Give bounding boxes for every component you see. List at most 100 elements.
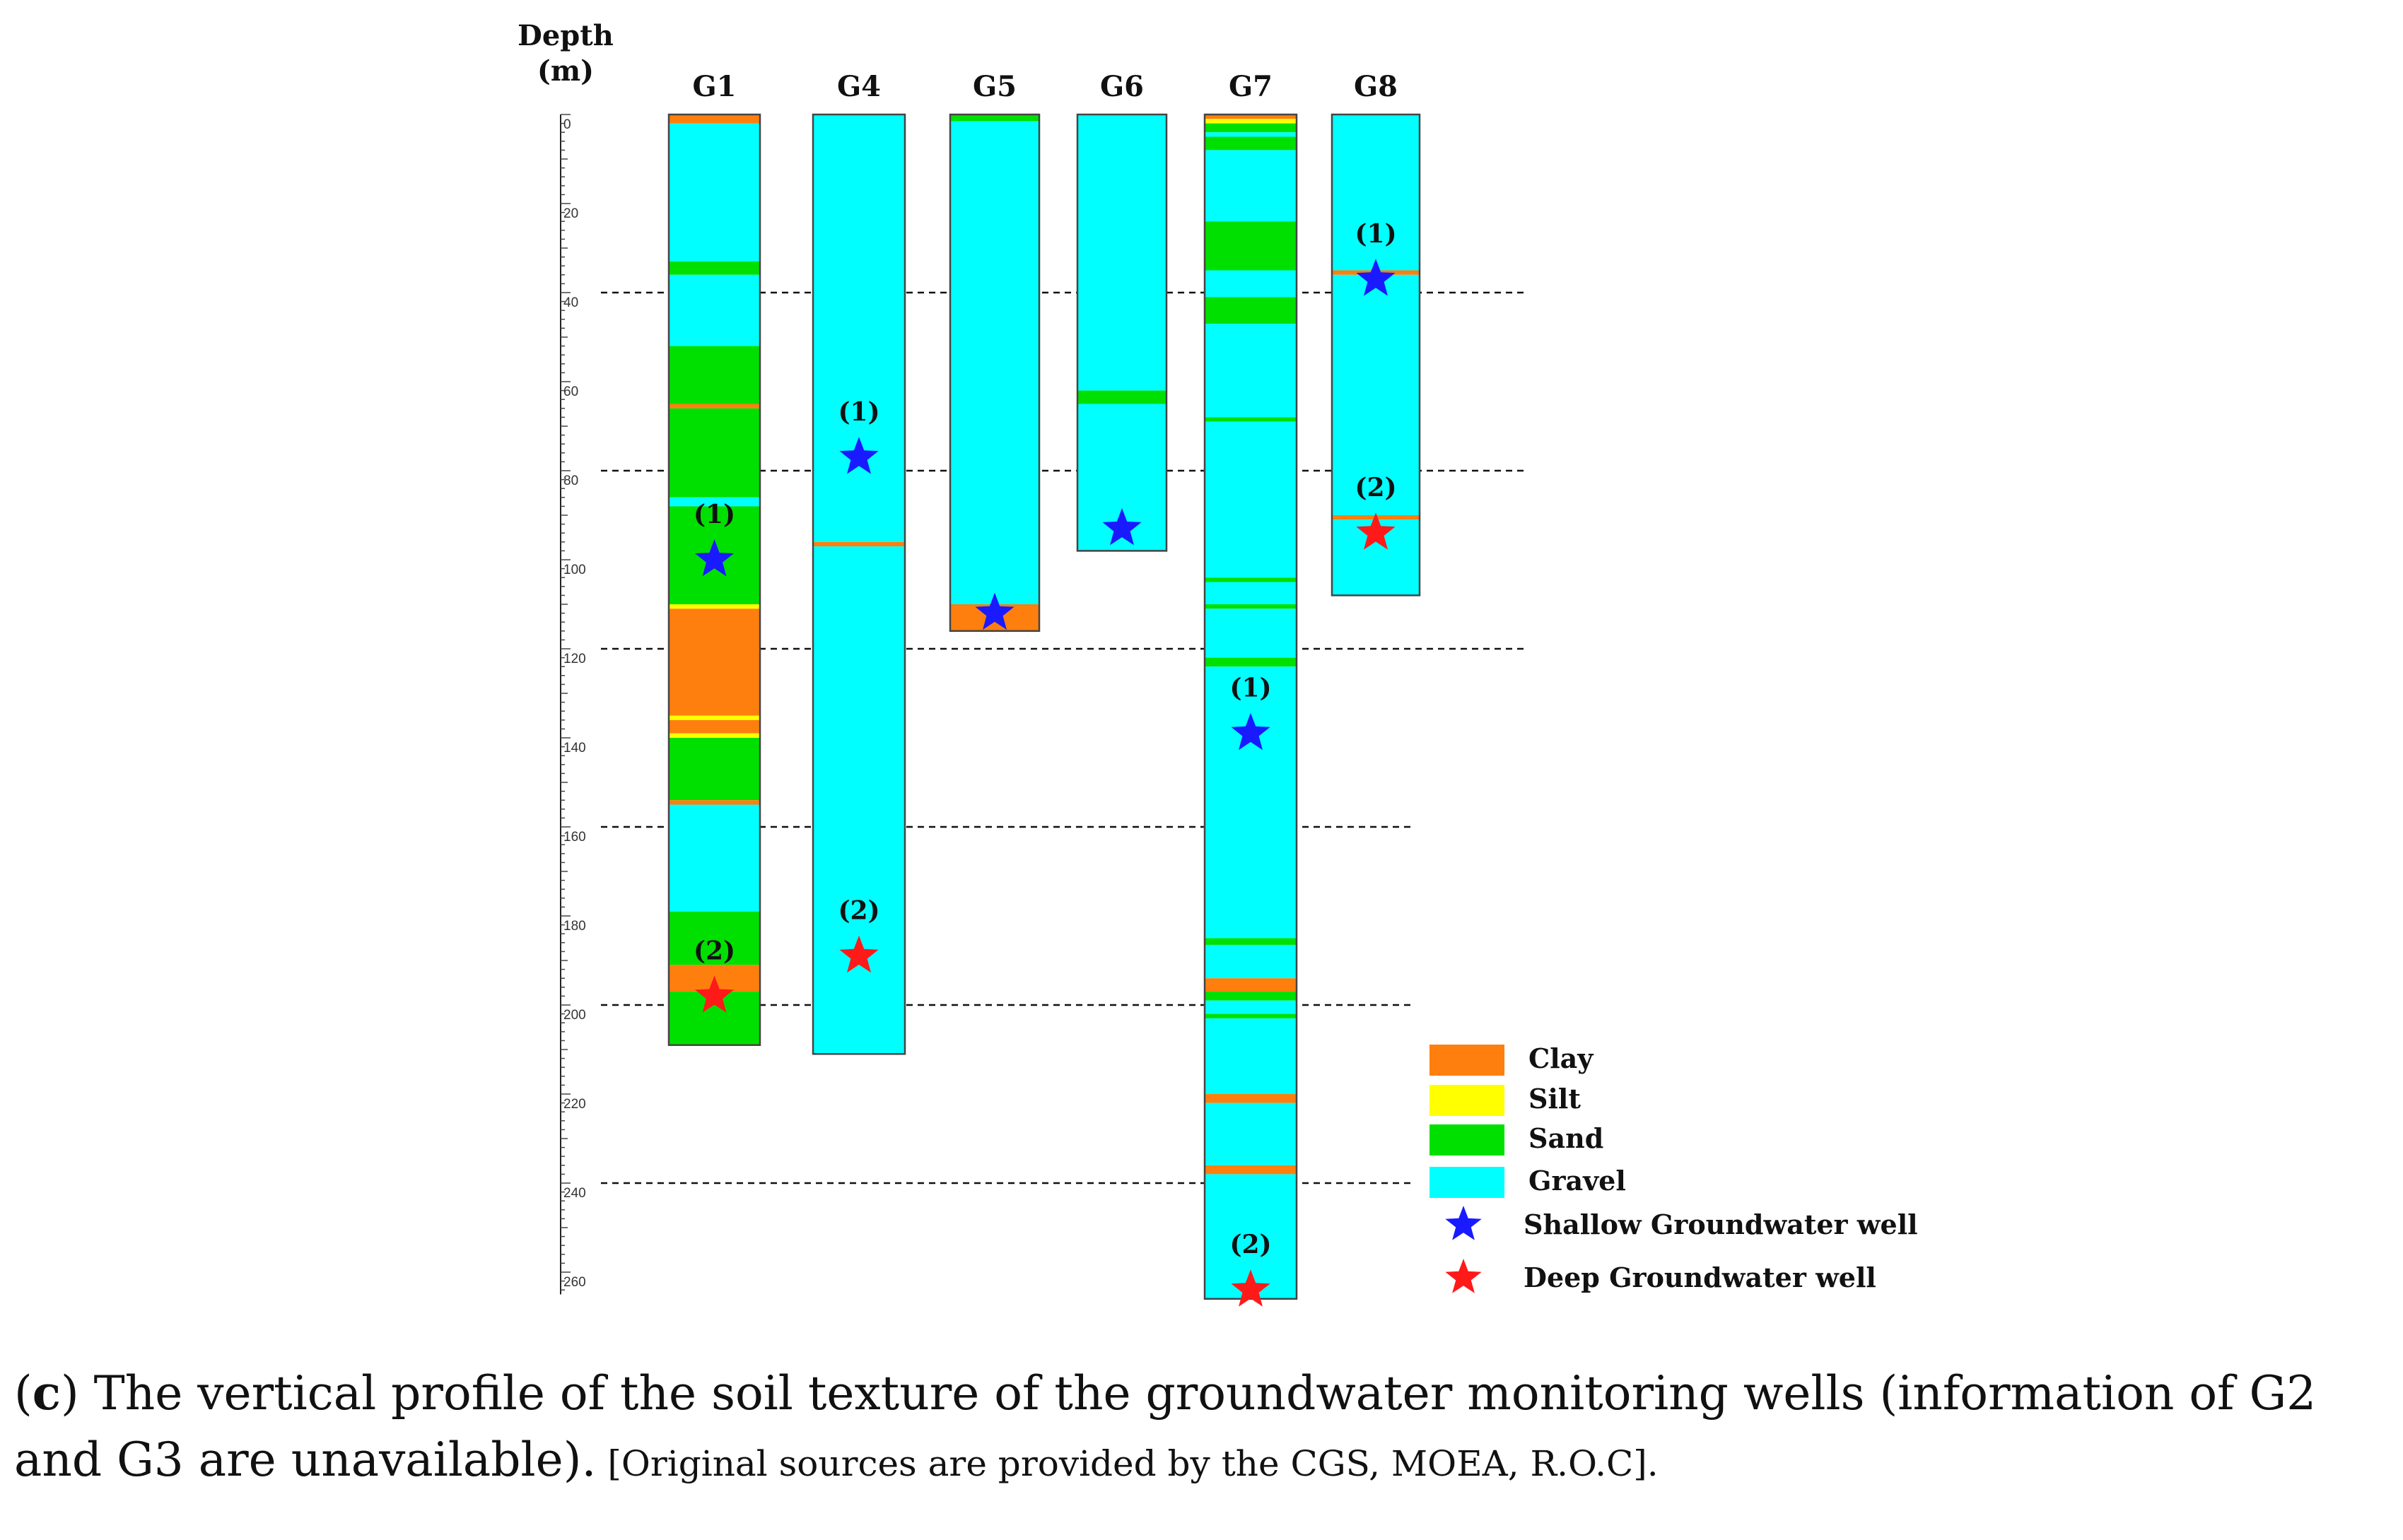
legend-deep-star-icon <box>1445 1259 1482 1293</box>
layer-sand <box>1205 221 1297 271</box>
caption-source: [Original sources are provided by the CG… <box>596 1442 1659 1484</box>
axis-tick-label: 60 <box>563 384 578 399</box>
layer-sand <box>1077 390 1167 404</box>
layer-sand <box>1205 297 1297 324</box>
well-g4: G4 (1) (2) <box>812 70 906 1055</box>
layer-sand <box>1205 1013 1297 1018</box>
well-g5: G5 <box>949 70 1041 633</box>
layer-gravel <box>1205 1103 1297 1165</box>
well-label: G7 <box>1229 70 1273 103</box>
legend-swatch-clay <box>1429 1045 1504 1076</box>
layer-clay <box>1205 978 1297 992</box>
well-label: G1 <box>693 70 737 103</box>
layer-sand <box>669 346 760 404</box>
caption-prefix-open: ( <box>14 1366 33 1421</box>
well-label: G6 <box>1100 70 1144 103</box>
marker-label: (2) <box>838 896 879 926</box>
layer-silt <box>669 715 760 720</box>
well-outline <box>1331 113 1421 596</box>
layer-gravel <box>1077 114 1167 391</box>
shallow-well-marker <box>839 437 879 474</box>
well-label: G4 <box>837 70 881 103</box>
layer-silt <box>1205 119 1297 124</box>
well-outline <box>949 113 1041 633</box>
axis-tick-label: 200 <box>563 1008 586 1023</box>
layer-sand <box>1205 136 1297 151</box>
layer-gravel <box>1205 582 1297 604</box>
layer-silt <box>669 604 760 609</box>
layer-gravel <box>669 497 760 507</box>
layer-gravel <box>813 546 905 1054</box>
well-outline <box>812 113 906 1055</box>
axis-title-unit: (m) <box>537 54 594 88</box>
layer-gravel <box>1205 270 1297 298</box>
layer-gravel <box>669 123 760 261</box>
layer-gravel <box>813 114 905 542</box>
layer-gravel <box>1205 944 1297 979</box>
axis-tick-label: 80 <box>563 474 578 488</box>
axis-tick-label: 140 <box>563 741 586 756</box>
well-outline <box>667 113 761 1046</box>
layer-clay <box>669 719 760 734</box>
figure-caption: (c) The vertical profile of the soil tex… <box>14 1360 2390 1493</box>
legend-label-silt: Silt <box>1528 1083 1581 1115</box>
marker-label: (1) <box>1229 674 1271 703</box>
legend-label-gravel: Gravel <box>1528 1165 1626 1197</box>
axis-tick-label: 160 <box>563 830 586 845</box>
layer-gravel <box>1205 1018 1297 1094</box>
layer-clay <box>669 114 760 124</box>
layer-sand <box>950 114 1039 122</box>
layer-sand <box>669 911 760 965</box>
layer-clay <box>1205 114 1297 119</box>
marker-label: (2) <box>1355 473 1396 502</box>
layer-sand <box>669 738 760 801</box>
depth-axis: Depth (m) 0 20 40 60 80 100 120 140 160 180 200 220… <box>518 19 614 1295</box>
layer-sand <box>1205 604 1297 609</box>
axis-tick-label: 0 <box>563 117 571 132</box>
shallow-well-marker <box>1231 712 1270 751</box>
shallow-well-marker <box>1356 259 1396 296</box>
axis-tick-label: 240 <box>563 1186 586 1201</box>
layer-sand <box>1205 123 1297 133</box>
layer-sand <box>1205 577 1297 582</box>
axis-tick-label: 100 <box>563 563 586 577</box>
layer-clay <box>1205 1094 1297 1103</box>
layer-gravel <box>950 121 1039 604</box>
deep-well-marker <box>1356 512 1396 550</box>
layer-sand <box>1205 657 1297 667</box>
layer-sand <box>1205 417 1297 422</box>
shallow-well-marker <box>694 539 735 577</box>
well-outline <box>1203 113 1298 1300</box>
deep-well-marker <box>694 975 735 1013</box>
legend-swatch-sand <box>1429 1124 1504 1156</box>
legend-label-shallow: Shallow Groundwater well <box>1524 1209 1918 1240</box>
marker-label: (1) <box>1355 219 1396 249</box>
axis-title-depth: Depth <box>518 19 614 52</box>
layer-sand <box>669 408 760 498</box>
legend-swatch-gravel <box>1429 1167 1504 1198</box>
axis-tick-label: 260 <box>563 1275 586 1290</box>
layer-gravel <box>1205 132 1297 137</box>
axis-tick-label: 20 <box>563 206 578 221</box>
legend-label-deep: Deep Groundwater well <box>1524 1262 1876 1293</box>
axis-tick-label: 180 <box>563 919 586 934</box>
well-g6: G6 <box>1076 70 1168 552</box>
caption-text: (c) The vertical profile of the soil tex… <box>14 1360 2390 1493</box>
layer-clay <box>669 609 760 716</box>
layer-gravel <box>1205 666 1297 939</box>
layer-sand <box>1205 938 1297 945</box>
well-label: G8 <box>1354 70 1398 103</box>
layer-gravel <box>1205 421 1297 578</box>
layer-clay <box>813 541 905 547</box>
layer-silt <box>669 733 760 738</box>
axis-tick-label: 220 <box>563 1097 586 1112</box>
marker-label: (1) <box>694 500 735 529</box>
caption-panel-letter: c <box>32 1365 61 1421</box>
marker-label: (1) <box>838 397 879 427</box>
layer-gravel <box>1332 114 1420 271</box>
layer-sand <box>669 261 760 275</box>
well-g7: G7 (1) (2) <box>1203 70 1298 1307</box>
caption-prefix-close: ) <box>60 1366 79 1421</box>
layer-clay <box>1205 1165 1297 1175</box>
well-g8: G8 (1) (2) <box>1331 70 1421 596</box>
